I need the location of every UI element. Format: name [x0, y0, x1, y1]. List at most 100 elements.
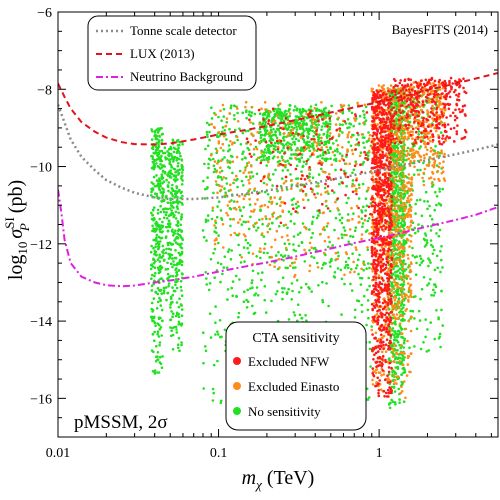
scatter-point [442, 177, 446, 180]
scatter-point [243, 194, 247, 198]
scatter-point [406, 213, 410, 217]
scatter-point [397, 297, 401, 300]
scatter-point [440, 149, 443, 152]
scatter-point [270, 137, 274, 141]
scatter-point [212, 391, 215, 395]
scatter-point [409, 268, 412, 272]
scatter-point [429, 261, 432, 264]
scatter-point [353, 316, 357, 319]
scatter-point [238, 194, 241, 198]
scatter-point [360, 217, 364, 220]
scatter-point [429, 321, 433, 324]
scatter-point [155, 174, 158, 177]
scatter-point [427, 164, 431, 167]
scatter-point [169, 326, 172, 329]
scatter-point [320, 146, 324, 149]
scatter-point [305, 127, 308, 130]
scatter-point [313, 130, 317, 134]
scatter-point [366, 229, 369, 232]
scatter-point [241, 111, 244, 115]
scatter-point [233, 104, 236, 107]
scatter-point [175, 186, 179, 190]
scatter-point [167, 181, 171, 184]
scatter-point [396, 289, 400, 293]
scatter-point [392, 330, 396, 333]
scatter-point [294, 249, 298, 253]
scatter-point [165, 298, 168, 302]
scatter-point [391, 285, 394, 288]
scatter-point [178, 168, 181, 172]
scatter-point [380, 374, 383, 377]
scatter-point [241, 131, 245, 135]
scatter-point [351, 152, 355, 156]
scatter-point [371, 270, 375, 273]
scatter-point [306, 135, 309, 138]
scatter-point [155, 344, 158, 348]
scatter-point [427, 131, 431, 135]
scatter-point [250, 105, 254, 109]
scatter-point [401, 151, 405, 154]
scatter-point [238, 278, 241, 281]
scatter-point [224, 177, 228, 180]
scatter-point [397, 306, 401, 310]
scatter-point [291, 128, 295, 131]
scatter-point [422, 154, 426, 157]
scatter-point [180, 341, 183, 344]
scatter-point [176, 150, 179, 153]
scatter-point [231, 171, 234, 175]
scatter-point [401, 310, 405, 314]
scatter-point [171, 228, 174, 231]
scatter-point [303, 260, 307, 263]
scatter-point [422, 142, 426, 145]
scatter-point [411, 137, 414, 140]
scatter-point [213, 224, 216, 227]
scatter-point [160, 166, 164, 169]
scatter-point [400, 328, 403, 331]
scatter-point [169, 207, 172, 210]
scatter-point [277, 215, 280, 219]
scatter-point [281, 297, 284, 301]
scatter-point [216, 330, 219, 334]
scatter-point [240, 214, 244, 218]
scatter-point [251, 252, 255, 255]
scatter-point [158, 327, 162, 331]
scatter-point [320, 109, 323, 112]
scatter-point [238, 218, 242, 221]
scatter-point [380, 277, 384, 280]
scatter-point [233, 200, 236, 203]
scatter-point [228, 160, 232, 163]
scatter-point [287, 254, 290, 258]
scatter-point [275, 202, 279, 206]
scatter-point [181, 174, 184, 177]
scatter-point [244, 220, 247, 224]
scatter-point [395, 213, 399, 216]
scatter-point [226, 298, 229, 301]
scatter-point [392, 385, 396, 389]
scatter-point [277, 107, 280, 110]
scatter-point [221, 272, 224, 276]
scatter-point [310, 125, 314, 129]
scatter-point [368, 347, 372, 351]
scatter-point [171, 265, 174, 269]
scatter-point [167, 276, 171, 279]
scatter-point [247, 178, 250, 182]
scatter-point [271, 184, 274, 187]
scatter-point [205, 121, 209, 125]
scatter-point [290, 125, 294, 129]
scatter-point [156, 358, 159, 361]
scatter-point [256, 272, 260, 275]
scatter-point [171, 348, 175, 351]
scatter-point [275, 136, 279, 140]
scatter-point [162, 188, 165, 191]
scatter-point [310, 246, 314, 249]
scatter-point [212, 170, 216, 174]
scatter-point [216, 205, 219, 208]
scatter-point [161, 176, 165, 180]
scatter-point [331, 244, 335, 247]
scatter-point [153, 339, 156, 343]
scatter-point [321, 148, 324, 152]
scatter-point [210, 122, 213, 126]
scatter-point [174, 174, 178, 177]
scatter-point [396, 194, 400, 198]
scatter-point [355, 248, 358, 252]
